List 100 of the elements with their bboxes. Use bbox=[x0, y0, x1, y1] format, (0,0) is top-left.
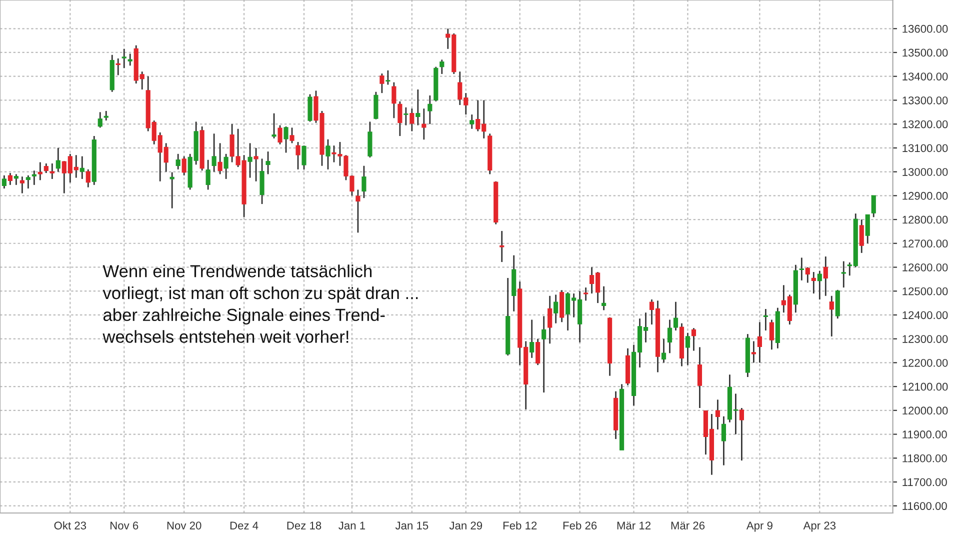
candlestick bbox=[182, 156, 186, 176]
candlestick bbox=[32, 170, 36, 186]
candlestick bbox=[176, 153, 180, 170]
candlestick bbox=[530, 319, 534, 359]
candlestick bbox=[254, 147, 258, 182]
candlestick bbox=[266, 150, 270, 175]
candlestick bbox=[751, 340, 756, 364]
candlestick bbox=[296, 141, 300, 170]
candlestick bbox=[26, 174, 30, 190]
x-tick-label: Mär 26 bbox=[671, 522, 705, 530]
candlestick bbox=[2, 174, 6, 190]
candlestick bbox=[308, 94, 312, 122]
candlestick bbox=[685, 332, 690, 366]
candlestick bbox=[757, 321, 762, 364]
x-tick-label: Dez 18 bbox=[287, 522, 322, 530]
candlestick bbox=[500, 230, 504, 263]
candlestick bbox=[584, 286, 588, 302]
candlestick bbox=[769, 319, 774, 350]
candlestick bbox=[326, 138, 330, 170]
candlestick bbox=[386, 70, 390, 86]
y-tick-label: 11600.00 bbox=[902, 502, 947, 510]
candlestick bbox=[290, 126, 294, 144]
candlestick bbox=[416, 88, 420, 126]
candlestick bbox=[691, 327, 696, 352]
y-tick-label: 12100.00 bbox=[902, 382, 948, 391]
x-tick-label: Dez 4 bbox=[230, 522, 258, 530]
candlestick bbox=[170, 172, 174, 209]
candlestick bbox=[248, 142, 252, 178]
x-tick-label: Mär 12 bbox=[617, 522, 651, 530]
candlestick bbox=[80, 156, 84, 180]
candlestick bbox=[86, 168, 90, 188]
candlestick bbox=[763, 308, 768, 332]
y-tick-label: 13300.00 bbox=[902, 96, 948, 104]
y-tick-label: 12200.00 bbox=[902, 358, 948, 367]
y-tick-label: 12000.00 bbox=[902, 406, 948, 415]
candlestick bbox=[98, 111, 102, 128]
candlestick bbox=[218, 142, 222, 175]
candlestick bbox=[542, 315, 546, 394]
candlestick bbox=[116, 58, 120, 76]
candlestick bbox=[122, 48, 126, 69]
candlestick bbox=[206, 159, 210, 190]
candlestick bbox=[829, 295, 834, 338]
candlestick bbox=[260, 158, 264, 205]
x-tick-label: Apr 9 bbox=[746, 522, 772, 532]
y-tick-label: 12600.00 bbox=[902, 264, 948, 272]
y-tick-label: 12300.00 bbox=[902, 335, 948, 343]
candlestick bbox=[715, 398, 720, 430]
candlestick bbox=[859, 218, 864, 254]
y-tick-label: 12700.00 bbox=[902, 240, 948, 248]
x-tick-label: Apr 23 bbox=[803, 522, 836, 532]
x-tick-label: Feb 26 bbox=[563, 521, 597, 530]
candlestick bbox=[14, 173, 18, 186]
candlestick bbox=[697, 346, 702, 409]
y-tick-label: 12900.00 bbox=[902, 192, 948, 200]
candlestick bbox=[667, 319, 672, 354]
candlestick bbox=[548, 295, 552, 344]
candlestick bbox=[554, 294, 558, 324]
candlestick bbox=[673, 301, 678, 332]
candlestick bbox=[805, 266, 810, 284]
candlestick bbox=[865, 214, 870, 244]
y-tick-label: 11800.00 bbox=[902, 454, 947, 462]
x-tick-label: Okt 23 bbox=[54, 521, 86, 530]
candlestick bbox=[392, 82, 396, 119]
candlestick bbox=[661, 338, 666, 364]
y-tick-label: 11700.00 bbox=[902, 478, 947, 486]
candlestick bbox=[278, 124, 282, 146]
candlestick bbox=[817, 270, 822, 300]
candlestick bbox=[398, 100, 402, 137]
candlestick bbox=[332, 144, 336, 163]
y-tick-label: 13500.00 bbox=[902, 48, 948, 57]
y-tick-label: 12400.00 bbox=[902, 311, 948, 320]
candlestick bbox=[20, 176, 24, 194]
candlestick bbox=[356, 188, 360, 234]
candlestick bbox=[284, 126, 288, 154]
candlestick bbox=[212, 132, 216, 172]
candlestick bbox=[410, 108, 414, 132]
candlestick bbox=[302, 144, 306, 170]
candlestick bbox=[272, 112, 276, 140]
candlestick bbox=[799, 257, 804, 282]
candlestick bbox=[8, 172, 12, 186]
x-tick-label: Jan 29 bbox=[449, 522, 482, 530]
y-tick-label: 13400.00 bbox=[902, 72, 948, 80]
candlestick bbox=[56, 147, 60, 172]
candlestick bbox=[536, 338, 540, 366]
candlestick bbox=[362, 165, 366, 199]
candlestick bbox=[38, 162, 42, 181]
candlestick bbox=[823, 256, 828, 297]
candlestick bbox=[422, 108, 426, 140]
candlestick bbox=[380, 72, 384, 94]
candlestick bbox=[128, 52, 132, 66]
candlestick bbox=[721, 416, 726, 466]
candlestick bbox=[404, 106, 408, 126]
candlestick bbox=[374, 91, 378, 120]
x-tick-label: Feb 12 bbox=[503, 521, 537, 530]
annotation: Wenn eine Trendwende tatsächlich vorliegt, ist man oft schon zu spät dran ... aber zahlreiche Signale eines Trend- wechsels entstehen weit vorher! bbox=[102, 264, 418, 343]
y-tick-label: 11900.00 bbox=[902, 430, 947, 438]
candlestick bbox=[44, 162, 48, 174]
x-tick-label: Nov 6 bbox=[110, 522, 138, 530]
x-tick-label: Nov 20 bbox=[167, 522, 202, 530]
candlestick bbox=[811, 271, 816, 294]
